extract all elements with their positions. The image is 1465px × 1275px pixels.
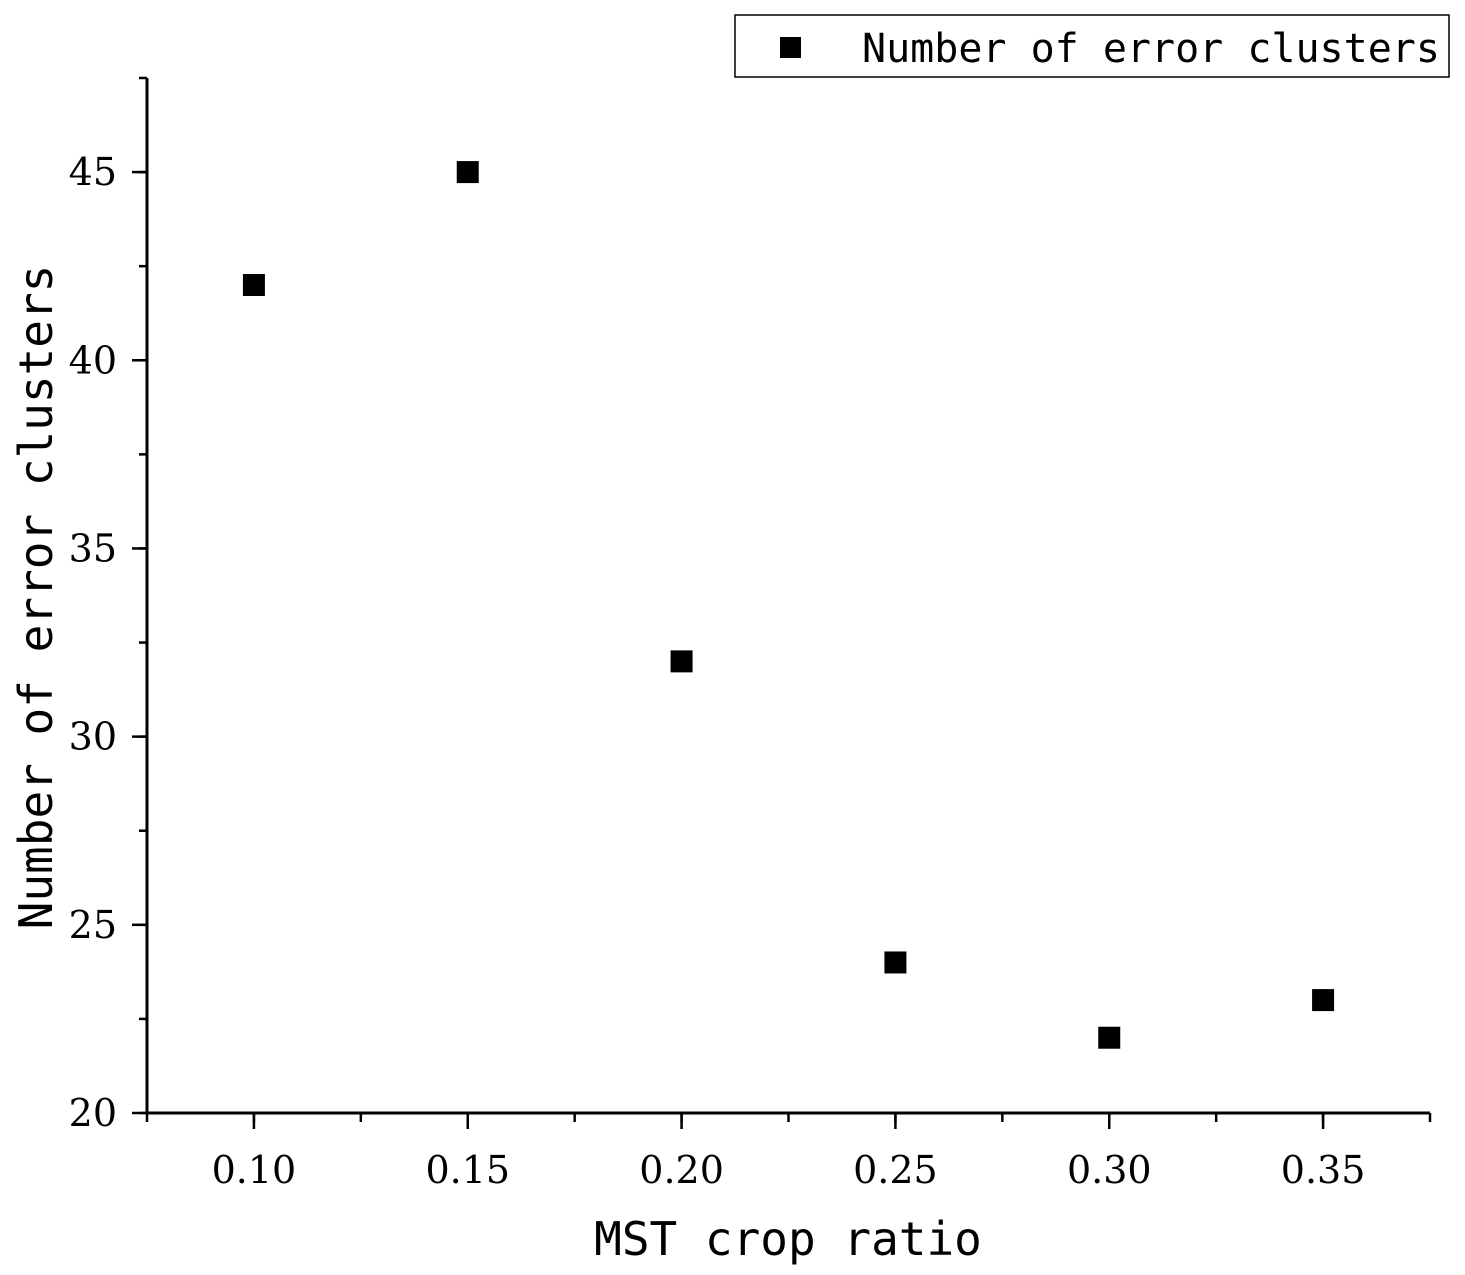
x-tick-label: 0.20	[639, 1148, 724, 1192]
data-point	[670, 650, 693, 673]
x-tick-label: 0.30	[1067, 1148, 1152, 1192]
legend-marker	[780, 37, 801, 58]
data-point	[1098, 1026, 1121, 1049]
x-tick-label: 0.25	[853, 1148, 938, 1192]
axes	[145, 78, 1430, 1115]
legend-box	[734, 14, 1450, 78]
y-tick-label: 35	[69, 526, 117, 570]
x-tick-label: 0.35	[1281, 1148, 1366, 1192]
data-point	[1312, 989, 1335, 1012]
y-tick-label: 45	[69, 150, 117, 194]
y-axis-ticks: 20 25 30 35 40 45	[69, 76, 147, 1135]
x-axis-title: MST crop ratio	[594, 1212, 982, 1266]
x-tick-label: 0.15	[425, 1148, 510, 1192]
y-tick-label: 20	[69, 1091, 117, 1135]
y-tick-label: 40	[69, 338, 117, 382]
data-point	[242, 274, 265, 296]
x-tick-label: 0.10	[212, 1148, 297, 1192]
data-points	[242, 161, 1335, 1049]
data-point	[456, 161, 479, 184]
y-tick-label: 30	[69, 715, 117, 759]
legend-label: Number of error clusters	[862, 26, 1440, 72]
y-axis-title: Number of error clusters	[9, 265, 63, 930]
y-tick-label: 25	[69, 903, 117, 947]
x-axis-ticks: 0.10 0.15 0.20 0.25 0.30 0.35	[145, 1113, 1432, 1192]
legend: Number of error clusters	[734, 14, 1450, 78]
data-point	[884, 951, 907, 974]
